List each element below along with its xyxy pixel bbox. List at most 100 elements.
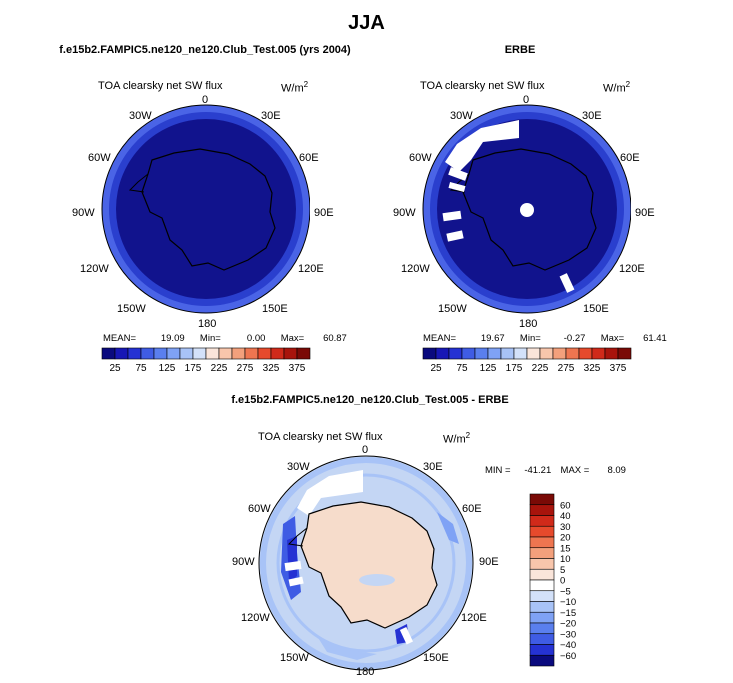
- units-text: W/m: [443, 433, 466, 446]
- colorbar-box: [101, 347, 116, 360]
- model-coastline: [141, 148, 276, 271]
- colorbar-box: [283, 347, 298, 360]
- lon-label: 120W: [241, 612, 270, 624]
- obs-pole-hole: [520, 203, 534, 217]
- min-value: -0.27: [563, 333, 586, 344]
- model-map-border: [101, 104, 310, 314]
- lon-label: 30E: [423, 461, 443, 473]
- colorbar-tick-label: 60: [560, 500, 571, 511]
- panel-diff-map: [258, 455, 474, 671]
- colorbar-tick-label: 375: [289, 363, 306, 374]
- lon-label: 120E: [298, 263, 324, 275]
- units-exponent: 2: [625, 80, 631, 89]
- colorbar-tick-label: −30: [560, 629, 576, 640]
- colorbar-tick-label: −20: [560, 619, 576, 630]
- colorbar-box: [422, 347, 437, 360]
- lon-label: 60E: [620, 152, 640, 164]
- colorbar-box: [140, 347, 155, 360]
- obs-missing-data: [445, 120, 519, 172]
- model-ice-region: [116, 119, 296, 299]
- lon-label: 60E: [462, 503, 482, 515]
- max-label: Max=: [280, 333, 305, 344]
- colorbar-tick-label: −5: [560, 586, 571, 597]
- panel-diff-units: W/m2: [443, 431, 470, 446]
- colorbar-tick-label: 10: [560, 554, 571, 565]
- diff-land-fill: [301, 502, 437, 628]
- lon-label: 90W: [232, 556, 255, 568]
- obs-missing-data: [448, 167, 468, 181]
- colorbar-tick-label: 375: [610, 363, 627, 374]
- obs-missing-data: [559, 273, 575, 293]
- lon-label: 60W: [409, 152, 432, 164]
- colorbar-box: [529, 536, 555, 549]
- colorbar-tick-label: 175: [185, 363, 202, 374]
- min-label: Min=: [519, 333, 541, 344]
- colorbar-tick-label: 275: [237, 363, 254, 374]
- colorbar-tick-label: 225: [211, 363, 228, 374]
- diff-coastline: [300, 501, 438, 629]
- colorbar-box: [529, 504, 555, 516]
- obs-missing-data: [442, 210, 462, 222]
- colorbar-tick-label: 25: [109, 363, 121, 374]
- colorbar-box: [487, 347, 502, 360]
- panel-obs-plot-title: TOA clearsky net SW flux: [420, 80, 545, 92]
- colorbar-box: [529, 654, 555, 667]
- diff-inner-band: [276, 473, 456, 653]
- lon-label: 0: [202, 94, 209, 106]
- units-exponent: 2: [465, 431, 471, 440]
- panel-model-colorbar: 25 75 125 175 225 275 325 375: [101, 347, 311, 374]
- colorbar-box: [591, 347, 606, 360]
- lon-label: 60W: [88, 152, 111, 164]
- lon-label: 120E: [461, 612, 487, 624]
- panel-model-map: [101, 104, 310, 314]
- panel-obs-map: [422, 104, 631, 314]
- diff-missing-data: [297, 470, 363, 516]
- lon-label: 0: [362, 444, 369, 456]
- mean-value: 19.09: [160, 333, 185, 344]
- colorbar-box: [114, 347, 129, 360]
- units-text: W/m: [281, 82, 304, 95]
- obs-missing-data: [448, 182, 466, 192]
- lon-label: 90W: [72, 207, 95, 219]
- lon-label: 60W: [248, 503, 271, 515]
- colorbar-box: [474, 347, 489, 360]
- colorbar-box: [539, 347, 554, 360]
- colorbar-tick-label: 75: [135, 363, 147, 374]
- lon-label: 30E: [582, 110, 602, 122]
- colorbar-box: [529, 525, 555, 538]
- lon-label: 150E: [423, 652, 449, 664]
- panel-model-plot-title: TOA clearsky net SW flux: [98, 80, 223, 92]
- colorbar-box: [529, 558, 555, 570]
- colorbar-tick-label: −15: [560, 608, 576, 619]
- colorbar-box: [578, 347, 593, 360]
- panel-obs-title: ERBE: [504, 44, 536, 56]
- colorbar-box: [526, 347, 541, 360]
- colorbar-tick-label: −10: [560, 597, 576, 608]
- colorbar-box: [231, 347, 246, 360]
- colorbar-box: [552, 347, 567, 360]
- min-value: -41.21: [524, 465, 552, 476]
- lon-label: 90E: [479, 556, 499, 568]
- panel-model-stats: MEAN= 19.09 Min= 0.00 Max= 60.87: [103, 333, 347, 344]
- lon-label: 150E: [583, 303, 609, 315]
- obs-missing-data: [446, 230, 464, 242]
- colorbar-tick-label: 15: [560, 543, 571, 554]
- units-text: W/m: [603, 82, 626, 95]
- colorbar-tick-label: 0: [560, 576, 565, 587]
- lon-label: 120W: [401, 263, 430, 275]
- lon-label: 90W: [393, 207, 416, 219]
- min-label: Min=: [199, 333, 221, 344]
- colorbar-box: [529, 601, 555, 613]
- lon-label: 180: [356, 666, 375, 678]
- lon-label: 150W: [280, 652, 309, 664]
- lon-label: 0: [523, 94, 530, 106]
- colorbar-box: [604, 347, 619, 360]
- units-exponent: 2: [303, 80, 309, 89]
- colorbar-tick-label: −60: [560, 651, 576, 662]
- panel-model-title: f.e15b2.FAMPIC5.ne120_ne120.Club_Test.00…: [59, 44, 351, 56]
- colorbar-tick-label: 175: [506, 363, 523, 374]
- colorbar-box: [529, 633, 555, 645]
- colorbar-box: [192, 347, 207, 360]
- diff-missing-data: [288, 576, 304, 587]
- max-label: Max=: [600, 333, 625, 344]
